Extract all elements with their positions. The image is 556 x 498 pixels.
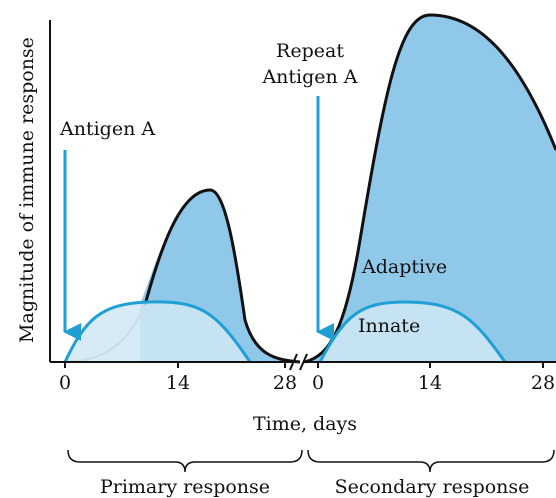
primary-innate-area — [65, 301, 250, 362]
curve-label: Innate — [358, 315, 420, 337]
x-tick-label: 28 — [273, 372, 297, 394]
secondary-adaptive-curve — [304, 13, 556, 364]
x-tick-label: 0 — [312, 372, 324, 394]
axis-break — [289, 353, 298, 371]
axis-break — [299, 353, 308, 371]
curve-label: Adaptive — [361, 256, 447, 278]
primary-adaptive-curve — [143, 188, 301, 364]
x-ticks — [64, 362, 544, 368]
x-tick-label: 28 — [531, 372, 555, 394]
phase-label: Secondary response — [335, 476, 530, 498]
y-axis-label: Magnitude of immune response — [16, 37, 38, 343]
x-tick-label: 14 — [418, 372, 442, 394]
arrow-label: Repeat — [276, 40, 344, 62]
secondary-innate-curve — [318, 300, 507, 363]
primary-innate-curve — [63, 300, 252, 363]
secondary-innate-area — [320, 302, 505, 362]
x-tick-label: 0 — [59, 372, 71, 394]
brace — [67, 449, 303, 473]
arrow-label: Antigen A — [59, 118, 155, 140]
x-tick-label: 14 — [166, 372, 190, 394]
phase-label: Primary response — [100, 476, 270, 498]
brace — [307, 449, 555, 473]
secondary-adaptive-area — [305, 15, 556, 362]
x-axis-label: Time, days — [253, 413, 357, 435]
arrow-label: Antigen A — [261, 66, 357, 88]
